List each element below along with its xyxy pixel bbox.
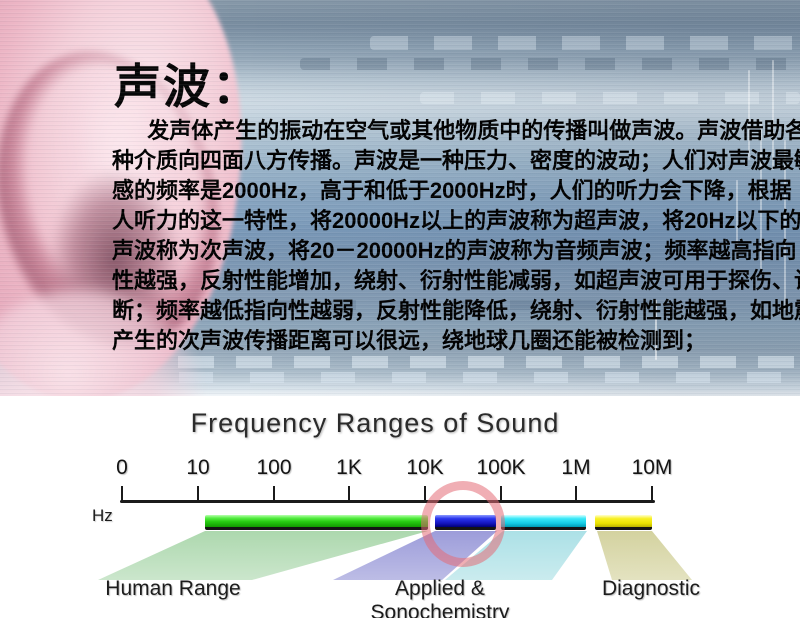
axis-tick [348,486,350,502]
page-title: 声波： [114,60,261,113]
axis-tick-label: 10K [406,456,444,479]
human-range-bar [205,515,428,530]
axis-tick-label: 100 [256,456,292,479]
axis-tick [424,486,426,502]
label-diagnostic: Diagnostic [601,577,701,600]
chart-title: Frequency Ranges of Sound [190,408,560,438]
waveform-line-decoration [736,180,738,260]
axis-unit-label: Hz [92,506,113,525]
frequency-chart-panel [0,396,800,618]
paragraph-line: 人听力的这一特性，将20000Hz以上的声波称为超声波，将20Hz以下的 [112,208,800,233]
waveform-line-decoration [784,140,786,310]
digital-blocks-decoration [150,300,710,310]
axis-tick-label: 0 [116,456,128,479]
intro-paragraph: 发声体产生的振动在空气或其他物质中的传播叫做声波。声波借助各 种介质向四面八方传… [112,116,800,356]
waveform-line-decoration [760,120,762,270]
paragraph-line: 断；频率越低指向性越弱，反射性能降低，绕射、衍射性能越强，如地震 [112,298,800,323]
frequency-axis-line [120,500,655,503]
digital-blocks-decoration [300,58,800,70]
axis-tick [575,486,577,502]
axis-tick [197,486,199,502]
digital-blocks-decoration [120,356,800,368]
label-applied-sonochemistry: Applied & Sonochemistry [370,577,510,618]
ear-photo [0,0,272,396]
axis-tick-label: 1K [336,456,362,479]
paragraph-line: 种介质向四面八方传播。声波是一种压力、密度的波动；人们对声波最敏 [112,148,800,173]
axis-tick [500,486,502,502]
axis-tick-label: 100K [476,456,526,479]
paragraph-line: 发声体产生的振动在空气或其他物质中的传播叫做声波。声波借助各 [147,118,800,143]
label-human-range: Human Range [105,577,241,600]
paragraph-line: 性越强，反射性能增加，绕射、衍射性能减弱，如超声波可用于探伤、诊 [112,268,800,293]
digital-blocks-decoration [420,92,800,104]
digital-blocks-decoration [370,36,800,50]
axis-tick [121,486,123,502]
waveform-line-decoration [748,70,750,160]
digital-blocks-decoration [90,372,800,383]
axis-tick [651,486,653,502]
intro-panel: 声波： 发声体产生的振动在空气或其他物质中的传播叫做声波。声波借助各 种介质向四… [0,0,800,396]
highlight-circle [421,481,505,567]
diagnostic-bar [595,515,652,530]
waveform-line-decoration [655,300,657,360]
axis-tick-label: 10 [186,456,210,479]
axis-tick-label: 1M [561,456,591,479]
applied-high-bar [501,515,586,530]
paragraph-line: 感的频率是2000Hz，高于和低于2000Hz时，人们的听力会下降，根据 [112,178,792,203]
axis-tick-label: 10M [631,456,673,479]
waveform-line-decoration [772,60,774,170]
axis-tick [273,486,275,502]
paragraph-line: 声波称为次声波，将20－20000Hz的声波称为音频声波；频率越高指向 [112,238,797,263]
paragraph-line: 产生的次声波传播距离可以很远，绕地球几圈还能被检测到； [112,328,707,353]
